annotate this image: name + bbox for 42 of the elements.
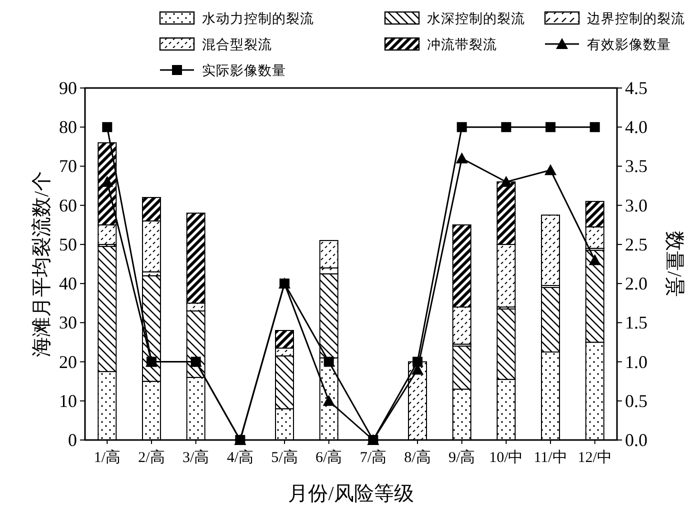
x-tick-label: 1/高 [94,449,121,466]
legend-label: 混合型裂流 [202,37,272,52]
x-axis-title: 月份/风险等级 [288,483,414,505]
legend-label: 冲流带裂流 [427,37,497,52]
y2-tick-label: 1.5 [625,312,648,333]
x-tick-label: 4/高 [226,449,254,466]
x-tick-label: 5/高 [271,449,298,466]
y-tick-label: 80 [59,117,77,138]
x-tick-label: 12/中 [578,449,612,466]
y2-axis-title: 数量/景 [663,231,685,297]
x-tick-label: 8/高 [404,449,431,466]
x-tick-label: 3/高 [182,449,210,466]
y2-tick-label: 0.5 [625,390,648,411]
y-axis-title: 海滩月平均裂流数/个 [31,171,53,357]
y-tick-label: 60 [59,195,77,216]
legend-label: 水动力控制的裂流 [202,11,314,26]
y2-tick-label: 4.5 [625,78,648,98]
x-tick-label: 10/中 [489,449,524,466]
y2-tick-label: 2.0 [625,274,648,294]
y-tick-label: 40 [59,274,77,294]
x-tick-label: 6/高 [315,449,342,466]
y2-tick-label: 3.5 [625,156,648,176]
y-tick-label: 0 [68,430,77,450]
y2-tick-label: 3.0 [625,195,648,216]
y2-tick-label: 2.5 [625,234,648,254]
y-tick-label: 90 [59,78,77,98]
y2-tick-label: 0.0 [625,430,648,450]
legend-label: 有效影像数量 [587,37,671,52]
legend-label: 水深控制的裂流 [427,11,525,26]
y-tick-label: 30 [59,312,77,333]
y-tick-label: 20 [59,352,77,372]
x-tick-label: 2/高 [138,449,165,466]
x-tick-label: 11/中 [534,449,568,466]
y2-tick-label: 4.0 [625,117,648,138]
legend-label: 实际影像数量 [202,63,286,78]
y2-tick-label: 1.0 [625,352,648,372]
x-tick-label: 9/高 [448,449,476,466]
y-tick-label: 70 [59,156,77,176]
x-tick-label: 7/高 [360,449,387,466]
y-tick-label: 50 [59,234,77,254]
legend-label: 边界控制的裂流 [587,11,685,26]
y-tick-label: 10 [59,390,77,411]
